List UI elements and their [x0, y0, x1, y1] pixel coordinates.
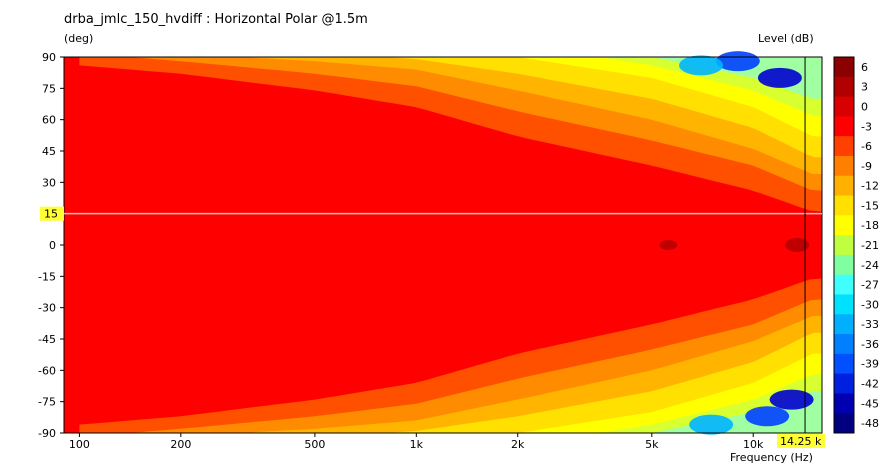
deep-null-zone	[679, 55, 724, 76]
colorbar-tick-label: 0	[861, 100, 868, 113]
y-tick-label: -60	[38, 364, 56, 377]
y-tick-label: 60	[42, 114, 56, 127]
cursor[interactable]: 15 14.25 k	[40, 57, 826, 448]
cursor-frequency-label: 14.25 k	[780, 435, 822, 448]
colorbar-tick-label: -18	[861, 219, 879, 232]
colorbar-tick-label: 6	[861, 61, 868, 74]
y-tick-label: -90	[38, 427, 56, 440]
x-tick-label: 200	[170, 438, 191, 451]
contour-band-upper	[651, 57, 822, 99]
colorbar-swatch	[834, 76, 854, 98]
y-tick-label: 90	[42, 51, 56, 64]
colorbar-tick-label: -48	[861, 417, 879, 430]
colorbar-tick-label: -45	[861, 397, 879, 410]
colorbar-swatch	[834, 155, 854, 177]
colorbar-tick-label: -42	[861, 378, 879, 391]
y-tick-label: 75	[42, 82, 56, 95]
colorbar-swatch	[834, 373, 854, 394]
colorbar-swatch	[834, 215, 854, 236]
deep-null-zone	[745, 406, 790, 427]
on-axis-peak	[659, 240, 678, 250]
y-tick-label: 0	[49, 239, 56, 252]
colorbar-swatch	[834, 235, 854, 256]
colorbar-swatch	[834, 314, 854, 335]
y-tick-label: -15	[38, 270, 56, 283]
x-tick-label: 500	[304, 438, 325, 451]
colorbar-swatch	[834, 274, 854, 295]
colorbar-tick-label: -6	[861, 140, 872, 153]
cursor-angle-badge	[40, 206, 64, 221]
colorbar-tick-label: -36	[861, 338, 879, 351]
colorbar-tick-label: -12	[861, 180, 879, 193]
x-tick-label: 100	[69, 438, 90, 451]
deep-null-zone	[715, 51, 760, 72]
colorbar-swatch	[834, 334, 854, 355]
y-tick-label: -30	[38, 302, 56, 315]
colorbar-swatch	[834, 353, 854, 375]
x-tick-label: 1k	[410, 438, 424, 451]
colorbar-swatch	[834, 96, 854, 117]
colorbar-swatch	[834, 294, 854, 315]
colorbar-swatch	[834, 57, 854, 78]
colorbar-swatch	[834, 254, 854, 276]
colorbar-tick-label: 3	[861, 81, 868, 94]
colorbar-tick-label: -15	[861, 199, 879, 212]
x-ticks: 100 200 500 1k 2k 5k 10k	[69, 433, 764, 451]
cursor-angle-label: 15	[44, 208, 58, 221]
deep-null-zone	[689, 414, 734, 435]
x-axis-label: Frequency (Hz)	[730, 451, 813, 464]
colorbar-tick-label: -39	[861, 358, 879, 371]
colorbar-swatch	[834, 136, 854, 157]
y-tick-label: -45	[38, 333, 56, 346]
colorbar-swatch	[834, 195, 854, 216]
colorbar-tick-label: -3	[861, 120, 872, 133]
colorbar-swatch	[834, 413, 854, 434]
x-tick-label: 5k	[645, 438, 659, 451]
y-tick-label: 45	[42, 145, 56, 158]
cursor-frequency-badge	[777, 434, 826, 448]
on-axis-peak	[785, 238, 810, 252]
x-tick-label: 2k	[511, 438, 525, 451]
colorbar-swatch	[834, 116, 854, 137]
colorbar-tick-label: -27	[861, 279, 879, 292]
colorbar-border	[833, 56, 855, 434]
colorbar-swatch	[834, 175, 854, 197]
colorbar-tick-label: -24	[861, 259, 879, 272]
colorbar-swatch	[834, 393, 854, 414]
x-tick-label: 10k	[743, 438, 764, 451]
plot-area[interactable]	[63, 51, 823, 435]
colorbar-tick-label: -9	[861, 160, 872, 173]
colorbar: 6 3 0 -3 -6 -9 -12 -15 -18 -21 -24 -27 -30 -33 -36 -39 -…	[833, 56, 879, 434]
y-axis-label: (deg)	[64, 32, 94, 45]
deep-null-zone	[757, 67, 802, 88]
colorbar-tick-label: -21	[861, 239, 879, 252]
deep-null-zone	[769, 389, 814, 410]
colorbar-label: Level (dB)	[758, 32, 814, 45]
y-tick-label: -75	[38, 396, 56, 409]
y-ticks: 90 75 60 45 30 15 0 -15 -30 -45 -60 -75 -90	[38, 51, 64, 440]
colorbar-tick-label: -33	[861, 318, 879, 331]
chart-title: drba_jmlc_150_hvdiff : Horizontal Polar …	[64, 12, 368, 27]
y-tick-label: 30	[42, 176, 56, 189]
colorbar-tick-label: -30	[861, 298, 879, 311]
